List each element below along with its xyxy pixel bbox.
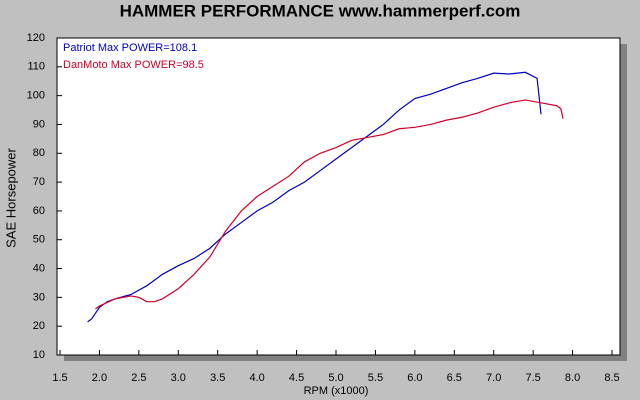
x-tick-label: 4.5 (289, 372, 304, 384)
y-tick-label: 70 (33, 176, 45, 188)
y-tick-label: 60 (33, 205, 45, 217)
y-tick-label: 100 (27, 90, 45, 102)
y-axis-label: SAE Horsepower (3, 147, 18, 247)
x-tick-label: 2.0 (92, 372, 107, 384)
x-tick-label: 2.5 (131, 372, 146, 384)
x-axis-label: RPM (x1000) (304, 385, 369, 397)
y-tick-label: 110 (27, 61, 45, 73)
y-tick-label: 50 (33, 234, 45, 246)
y-tick-label: 90 (33, 118, 45, 130)
x-tick-label: 7.5 (525, 372, 540, 384)
y-tick-label: 10 (33, 349, 45, 361)
x-tick-label: 5.5 (368, 372, 383, 384)
x-tick-label: 5.0 (328, 372, 343, 384)
y-tick-label: 30 (33, 291, 45, 303)
x-tick-label: 8.0 (565, 372, 580, 384)
chart-title: HAMMER PERFORMANCE www.hammerperf.com (120, 1, 521, 20)
y-tick-label: 20 (33, 320, 45, 332)
y-tick-label: 120 (27, 32, 45, 44)
x-tick-label: 8.5 (604, 372, 619, 384)
x-tick-label: 4.0 (249, 372, 264, 384)
y-tick-label: 40 (33, 262, 45, 274)
x-tick-label: 1.5 (52, 372, 67, 384)
legend-entry: Patriot Max POWER=108.1 (63, 42, 197, 54)
x-tick-label: 3.0 (171, 372, 186, 384)
x-tick-label: 3.5 (210, 372, 225, 384)
series-line (87, 71, 542, 323)
series-line (95, 99, 564, 310)
plot-area (56, 37, 621, 356)
y-tick-label: 80 (33, 147, 45, 159)
legend-entry: DanMoto Max POWER=98.5 (63, 59, 204, 71)
x-tick-label: 7.0 (486, 372, 501, 384)
x-tick-label: 6.0 (407, 372, 422, 384)
x-tick-label: 6.5 (447, 372, 462, 384)
